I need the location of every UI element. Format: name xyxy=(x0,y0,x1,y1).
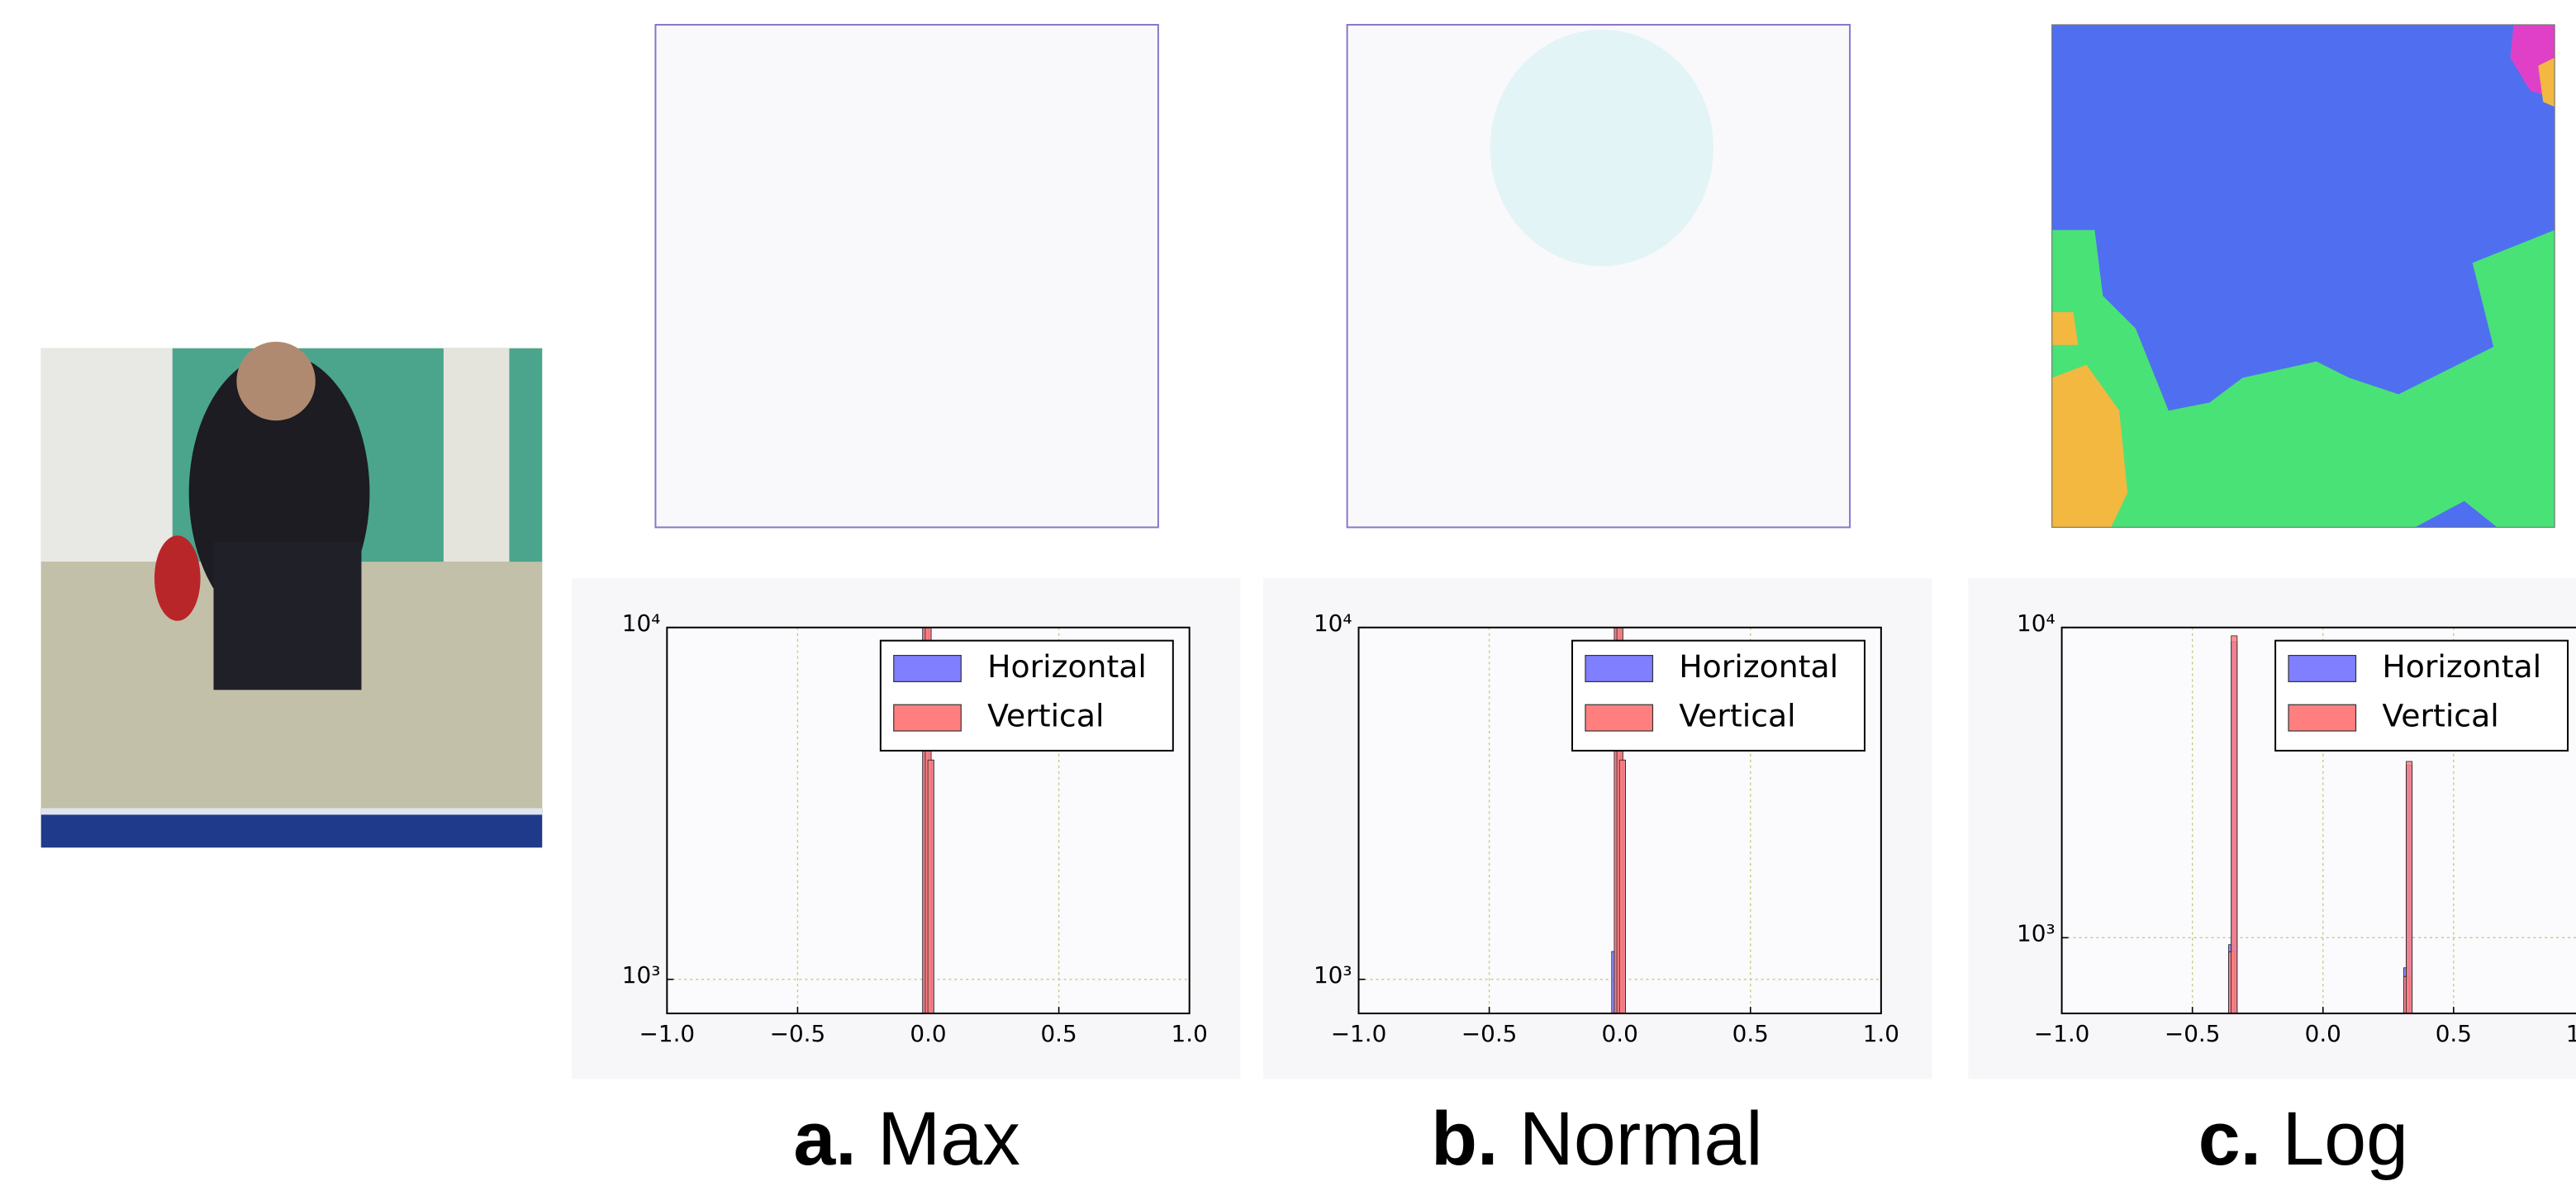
plot-frame xyxy=(2060,626,2576,1015)
plot-frame xyxy=(666,626,1191,1015)
x-tick-label: 0.5 xyxy=(1732,1020,1769,1047)
x-tick-label: −1.0 xyxy=(639,1020,696,1047)
bar xyxy=(1618,759,1626,1014)
caption-space xyxy=(2261,1097,2282,1181)
x-tick-label: −1.0 xyxy=(1331,1020,1387,1047)
y-tick-label: 10³ xyxy=(1314,961,1352,989)
x-tick-label: 0.0 xyxy=(2305,1020,2341,1047)
y-tick-label: 10⁴ xyxy=(622,610,661,637)
x-tick-label: −0.5 xyxy=(770,1020,826,1047)
caption-space xyxy=(1498,1097,1519,1181)
input-photo xyxy=(40,341,543,848)
caption-name: Log xyxy=(2282,1097,2408,1181)
legend-swatch xyxy=(1585,654,1654,682)
x-tick-label: 1.0 xyxy=(2566,1020,2576,1047)
legend-label: Horizontal xyxy=(987,648,1147,685)
y-tick-label: 10⁴ xyxy=(1314,610,1352,637)
chart: −1.0 −0.5 0.0 0.5 1.0 10³ 10⁴ Horizontal Vertica… xyxy=(572,578,1241,1181)
chart: −1.0 −0.5 0.0 0.5 1.0 10³ 10⁴ Horizontal Vertica… xyxy=(1968,578,2576,1181)
legend-swatch xyxy=(1585,704,1654,732)
legend-label: Vertical xyxy=(1679,698,1795,734)
caption-space xyxy=(857,1097,877,1181)
legend-swatch xyxy=(893,654,962,682)
x-tick-label: 1.0 xyxy=(1172,1020,1208,1047)
legend-label: Horizontal xyxy=(1679,648,1838,685)
flow-map xyxy=(654,23,1159,529)
x-tick-label: 0.0 xyxy=(910,1020,946,1047)
bar xyxy=(2231,635,2238,1014)
caption: c. Log xyxy=(2198,1097,2408,1181)
caption: a. Max xyxy=(793,1097,1020,1181)
x-tick-label: 0.5 xyxy=(1040,1020,1077,1047)
x-tick-label: −0.5 xyxy=(1461,1020,1518,1047)
y-tick-label: 10⁴ xyxy=(2017,610,2056,637)
y-tick-label: 10³ xyxy=(622,961,661,989)
caption: b. Normal xyxy=(1431,1097,1763,1181)
caption-letter: b. xyxy=(1431,1097,1498,1181)
flow-map xyxy=(2051,24,2555,529)
bar xyxy=(2406,761,2413,1014)
legend-swatch xyxy=(2288,704,2357,732)
y-tick-label: 10³ xyxy=(2017,919,2056,946)
legend-swatch xyxy=(893,704,962,732)
legend-label: Vertical xyxy=(987,698,1104,734)
caption-letter: a. xyxy=(793,1097,856,1181)
x-tick-label: 0.5 xyxy=(2436,1020,2472,1047)
legend-swatch xyxy=(2288,654,2357,682)
plot-frame xyxy=(1357,626,1882,1015)
legend-label: Vertical xyxy=(2382,698,2498,734)
legend-label: Horizontal xyxy=(2382,648,2541,685)
bar xyxy=(927,759,934,1014)
caption-name: Max xyxy=(877,1097,1020,1181)
flow-map xyxy=(1346,23,1851,529)
x-tick-label: 1.0 xyxy=(1863,1020,1899,1047)
x-tick-label: 0.0 xyxy=(1602,1020,1638,1047)
x-tick-label: −1.0 xyxy=(2034,1020,2090,1047)
x-tick-label: −0.5 xyxy=(2165,1020,2221,1047)
caption-name: Normal xyxy=(1519,1097,1763,1181)
caption-letter: c. xyxy=(2198,1097,2261,1181)
chart: −1.0 −0.5 0.0 0.5 1.0 10³ 10⁴ Horizontal Vertica… xyxy=(1263,578,1932,1181)
